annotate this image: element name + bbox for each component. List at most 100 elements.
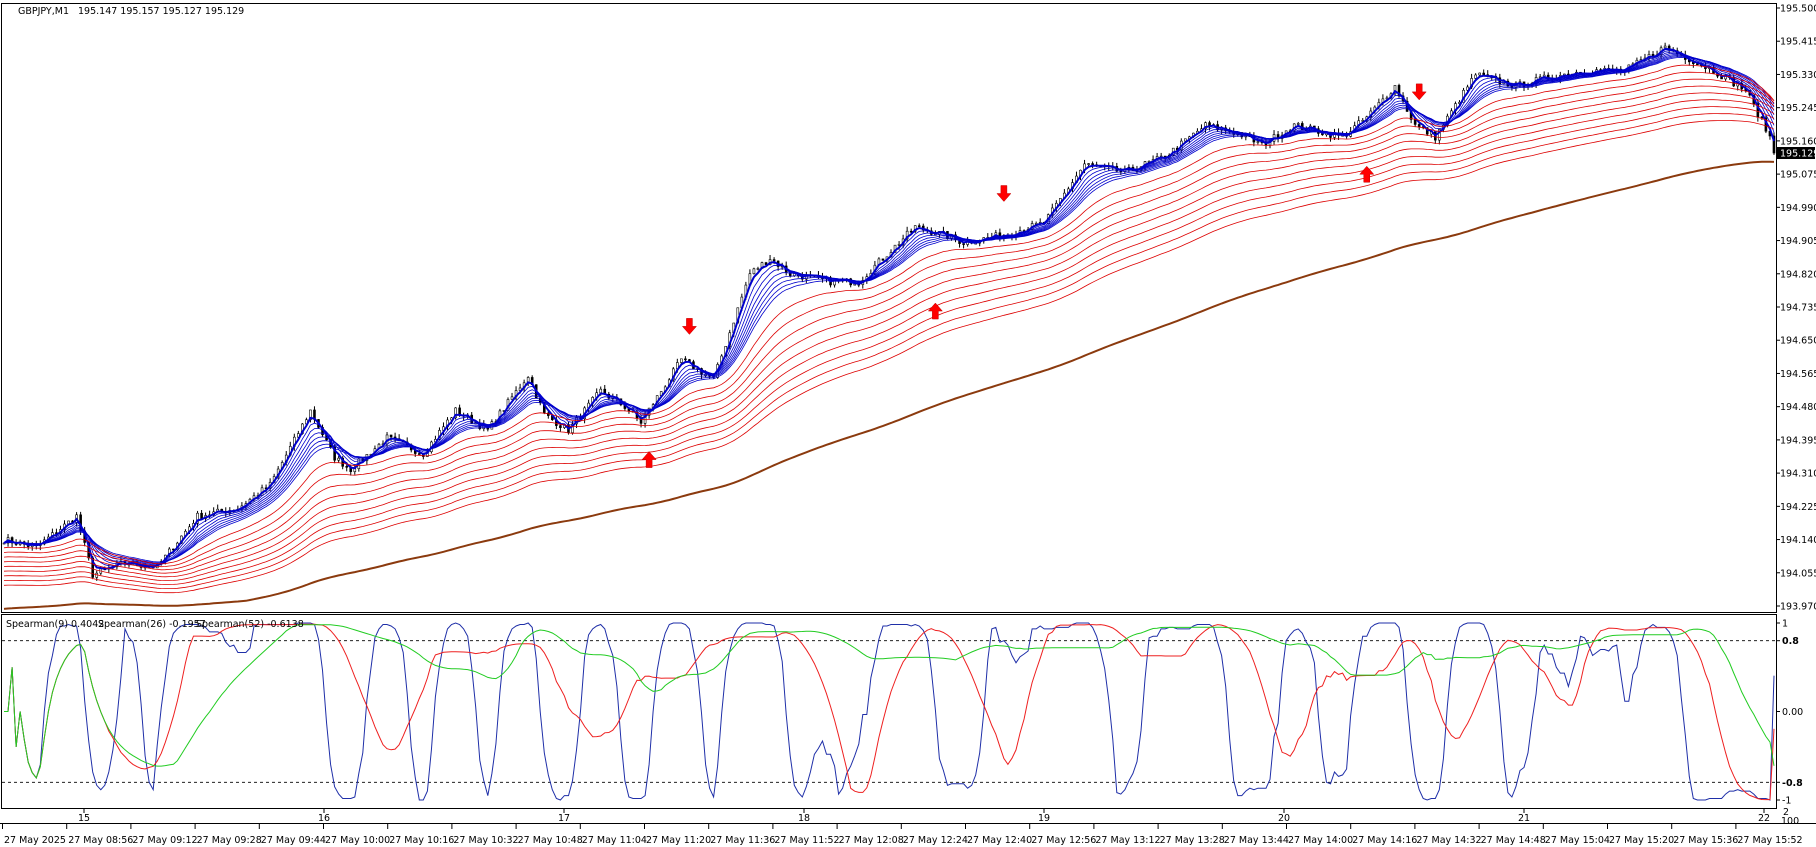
ema-fan-slow <box>3 64 1775 594</box>
ema-line <box>3 106 1775 586</box>
price-tick-label: 195.330 <box>1780 70 1816 81</box>
ema-line <box>3 85 1775 574</box>
ema-line <box>3 92 1775 578</box>
candle <box>752 267 756 275</box>
buy-arrow <box>641 451 657 468</box>
spearman-line <box>4 624 1775 779</box>
indicator-header-s9: Spearman(9) 0.4042 <box>6 619 104 630</box>
buy-arrow <box>927 302 943 320</box>
ema-line <box>3 99 1775 582</box>
ema-line <box>3 71 1775 568</box>
ema-line <box>3 113 1775 590</box>
ema-line <box>3 56 1775 563</box>
day-label: 16 <box>318 813 330 824</box>
candle <box>337 455 340 463</box>
candle <box>1760 116 1764 120</box>
price-tick-label: 194.650 <box>1780 336 1816 347</box>
current-price-tag <box>1777 147 1815 160</box>
time-label: 27 May 11:04 <box>582 835 647 846</box>
time-label: 27 May 12:08 <box>839 835 904 846</box>
price-tick-label: 193.970 <box>1780 602 1816 613</box>
indicator-header-s26: Spearman(26) -0.1957 <box>98 619 206 630</box>
candle <box>510 392 514 400</box>
time-label: 27 May 10:48 <box>518 835 583 846</box>
time-label: 27 May 11:36 <box>710 835 775 846</box>
ema-line <box>3 55 1775 565</box>
current-price-label: 195.129 <box>1780 149 1816 160</box>
time-label: 27 May 15:20 <box>1609 835 1674 846</box>
time-label: 27 May 12:40 <box>967 835 1032 846</box>
ema-line <box>3 52 1775 566</box>
day-label: 22 <box>1758 813 1770 824</box>
time-label: 27 May 12:24 <box>903 835 968 846</box>
price-tick-label: 195.160 <box>1780 136 1816 147</box>
day-label: 18 <box>798 813 810 824</box>
time-label: 27 May 12:56 <box>1031 835 1096 846</box>
price-tick-label: 195.245 <box>1780 103 1816 114</box>
day-label: 21 <box>1518 813 1530 824</box>
day-label: 15 <box>78 813 90 824</box>
day-label: 20 <box>1278 813 1290 824</box>
price-tick-label: 194.310 <box>1780 469 1816 480</box>
indicator-frame <box>1 614 1777 809</box>
price-tick-label: 195.075 <box>1780 170 1816 181</box>
ema-line <box>3 78 1775 571</box>
time-label: 27 May 10:32 <box>453 835 518 846</box>
time-label: 27 May 15:36 <box>1673 835 1738 846</box>
price-tick-label: 195.415 <box>1780 37 1816 48</box>
indicator-tick-label: 0.00 <box>1782 707 1803 718</box>
candle <box>756 266 760 271</box>
time-label: 27 May 09:44 <box>261 835 326 846</box>
time-label: 27 May 09:28 <box>197 835 262 846</box>
price-tick-label: 194.480 <box>1780 402 1816 413</box>
price-tick-label: 194.225 <box>1780 502 1816 513</box>
ema-line <box>3 64 1775 565</box>
time-label: 27 May 14:00 <box>1288 835 1353 846</box>
price-tick-label: 194.140 <box>1780 535 1816 546</box>
indicator-axis: 1 0.8 0.00 -0.8 -1 <box>1776 619 1803 807</box>
ema-line <box>3 55 1775 564</box>
ema-line <box>3 54 1775 566</box>
time-label: 27 May 13:12 <box>1095 835 1160 846</box>
price-tick-label: 194.055 <box>1780 568 1816 579</box>
indicator-corner-top: 2 <box>1783 807 1789 818</box>
time-label: 27 May 09:12 <box>132 835 197 846</box>
price-tick-label: 194.395 <box>1780 435 1816 446</box>
candle <box>1772 132 1776 155</box>
candle <box>1756 98 1760 122</box>
time-label: 27 May 11:20 <box>646 835 711 846</box>
ema-line <box>3 50 1775 568</box>
time-label: 27 May 15:52 <box>1737 835 1802 846</box>
day-label: 19 <box>1038 813 1050 824</box>
buy-arrow <box>1359 165 1375 183</box>
ema-line <box>3 120 1775 594</box>
ema-line <box>3 47 1775 570</box>
indicator-tick-label: 0.8 <box>1782 636 1799 647</box>
candle <box>1417 122 1421 130</box>
candle <box>454 407 457 420</box>
price-tick-label: 194.735 <box>1780 303 1816 314</box>
indicator-tick-label: 1 <box>1782 619 1788 630</box>
time-label: 27 May 15:04 <box>1545 835 1610 846</box>
main-header-symbol: GBPJPY,M1 <box>18 6 69 17</box>
indicator-corner-bottom: 100 <box>1781 816 1799 827</box>
time-label: 27 May 08:56 <box>68 835 133 846</box>
time-label: 27 May 14:48 <box>1481 835 1546 846</box>
ema-fan-fast <box>3 47 1775 570</box>
candle <box>1474 73 1477 80</box>
time-label: 27 May 14:16 <box>1352 835 1417 846</box>
candle <box>1087 163 1090 167</box>
time-label: 27 May 13:28 <box>1160 835 1225 846</box>
time-label: 27 May 13:44 <box>1224 835 1289 846</box>
ema-line <box>3 51 1775 567</box>
main-header-ohlc: 195.147 195.157 195.127 195.129 <box>78 6 244 17</box>
price-tick-label: 195.500 <box>1780 4 1816 15</box>
price-tick-label: 194.820 <box>1780 269 1816 280</box>
price-plot <box>2 42 1776 610</box>
time-label: 27 May 14:32 <box>1416 835 1481 846</box>
candle <box>196 510 199 528</box>
main-chart-frame <box>1 3 1777 613</box>
candle <box>962 243 965 249</box>
